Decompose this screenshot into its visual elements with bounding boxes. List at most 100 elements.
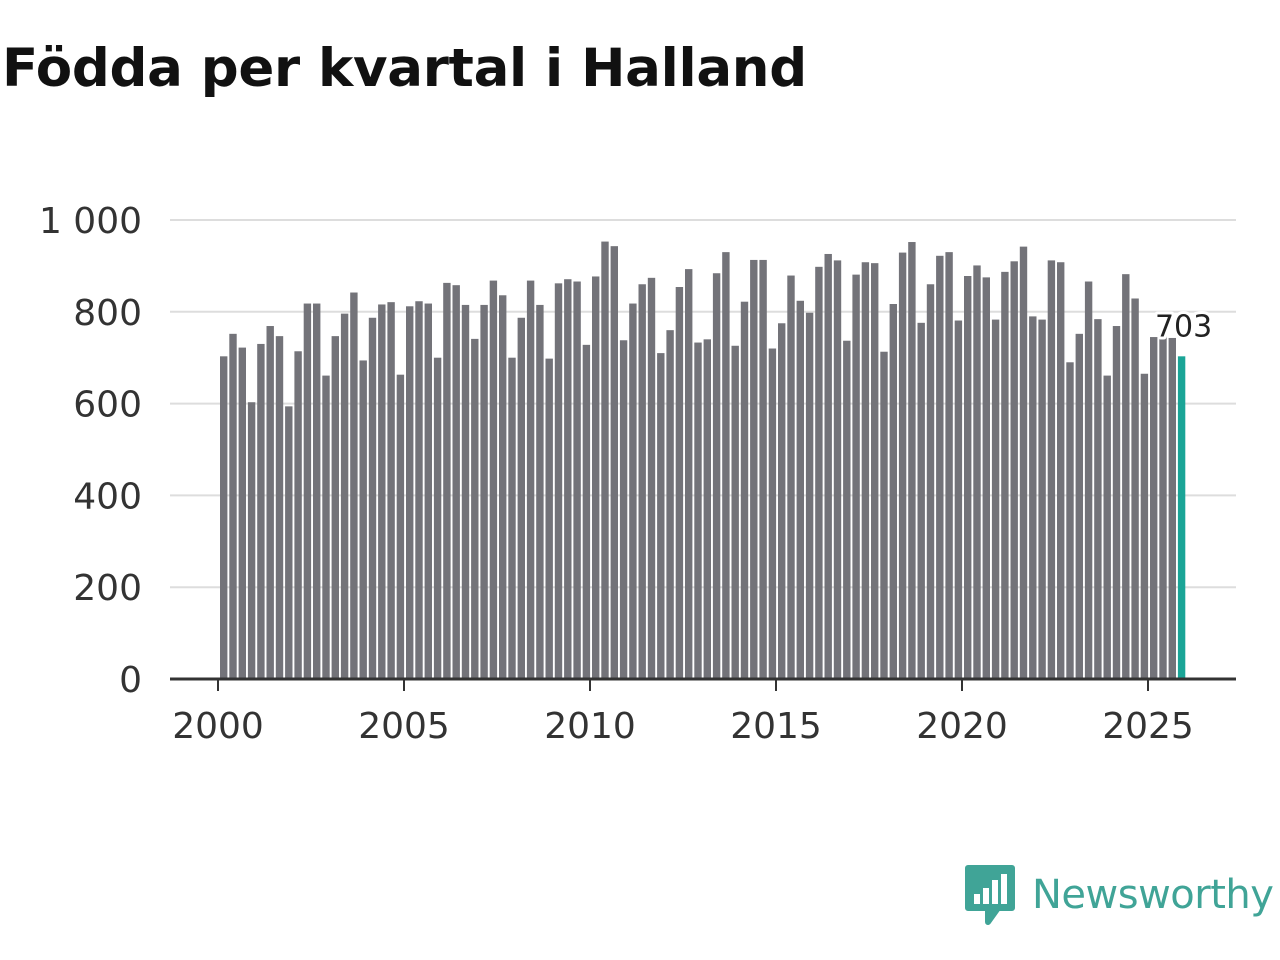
bar [415,301,423,679]
x-tick-label: 2005 [358,706,450,747]
bar [1001,271,1009,679]
bar [313,303,321,679]
bar [331,336,339,679]
bar [406,306,414,679]
bar [220,356,228,679]
bar [778,323,786,679]
bar [936,255,944,680]
bar [843,340,851,679]
bar [796,300,804,679]
bar [973,265,981,679]
bar [685,269,693,679]
bar [526,280,535,679]
bar [396,374,405,679]
bar [982,277,990,680]
y-tick-label: 600 [73,385,142,426]
bar [1047,260,1056,679]
bar [629,303,637,679]
brand-name: Newsworthy [1032,872,1274,918]
bar [564,279,572,679]
bar [675,287,684,679]
bar [1066,362,1074,679]
bar [759,259,767,679]
bar [266,326,274,679]
bar [833,260,842,679]
bar [424,303,432,679]
bar [1122,274,1130,679]
bar [303,303,312,679]
bar [964,276,972,679]
bar [294,351,302,679]
bar [592,276,600,679]
bar [805,312,814,679]
bar [368,317,377,679]
bar [359,360,367,679]
bar [768,348,777,679]
bar [712,273,721,679]
bar [322,375,330,679]
bar [285,406,293,679]
bar [387,302,395,679]
x-tick-label: 2020 [916,706,1008,747]
bar [508,357,516,679]
bar [536,304,544,679]
bar [666,330,674,679]
x-tick-label: 2025 [1102,706,1194,747]
y-tick-label: 1 000 [39,201,142,242]
last-value-label: 703 [1155,309,1212,344]
bar [638,284,646,679]
newsworthy-logo: Newsworthy [964,864,1274,926]
bar [610,246,618,679]
bar [499,295,507,679]
bar [1010,261,1018,679]
bar [1084,281,1093,679]
bar [1168,337,1176,679]
x-axis: 2000 2005 2010 2015 2020 2025 [170,677,1236,747]
bar [257,343,265,679]
bar [917,322,925,679]
bar [694,342,702,679]
bar [945,252,953,679]
chart-title: Födda per kvartal i Halland [2,38,807,99]
bar [889,304,897,679]
bar [722,252,730,679]
bar [1029,316,1037,679]
bar [545,358,553,679]
y-axis-labels: 0 200 400 600 800 1 000 [39,201,142,701]
bar [340,313,349,679]
bar [898,252,907,679]
bar [1150,337,1158,679]
bar [582,344,591,679]
bar [852,274,860,679]
bar [908,242,916,679]
bar [1131,298,1139,679]
bar [1019,246,1028,679]
bar [1103,375,1111,679]
x-tick-label: 2015 [730,706,822,747]
bar [703,339,711,679]
bar [471,338,479,679]
bar [991,319,1000,679]
y-tick-label: 400 [73,476,142,517]
bar [1140,373,1149,679]
bar [871,263,879,679]
y-tick-label: 200 [73,568,142,609]
bar [731,345,739,679]
bar [517,317,525,679]
bar [619,340,628,679]
bar [489,280,498,679]
bar [1112,326,1121,679]
bar [787,275,795,679]
bar [657,353,665,679]
bar [740,301,749,679]
newsworthy-logo-icon [965,865,1015,925]
bar [461,304,470,679]
bar [452,285,460,679]
bar-latest [1177,356,1186,679]
bar [378,304,386,679]
bar [238,347,246,679]
bars [220,241,1186,680]
bar [601,241,609,679]
bar [554,283,563,679]
